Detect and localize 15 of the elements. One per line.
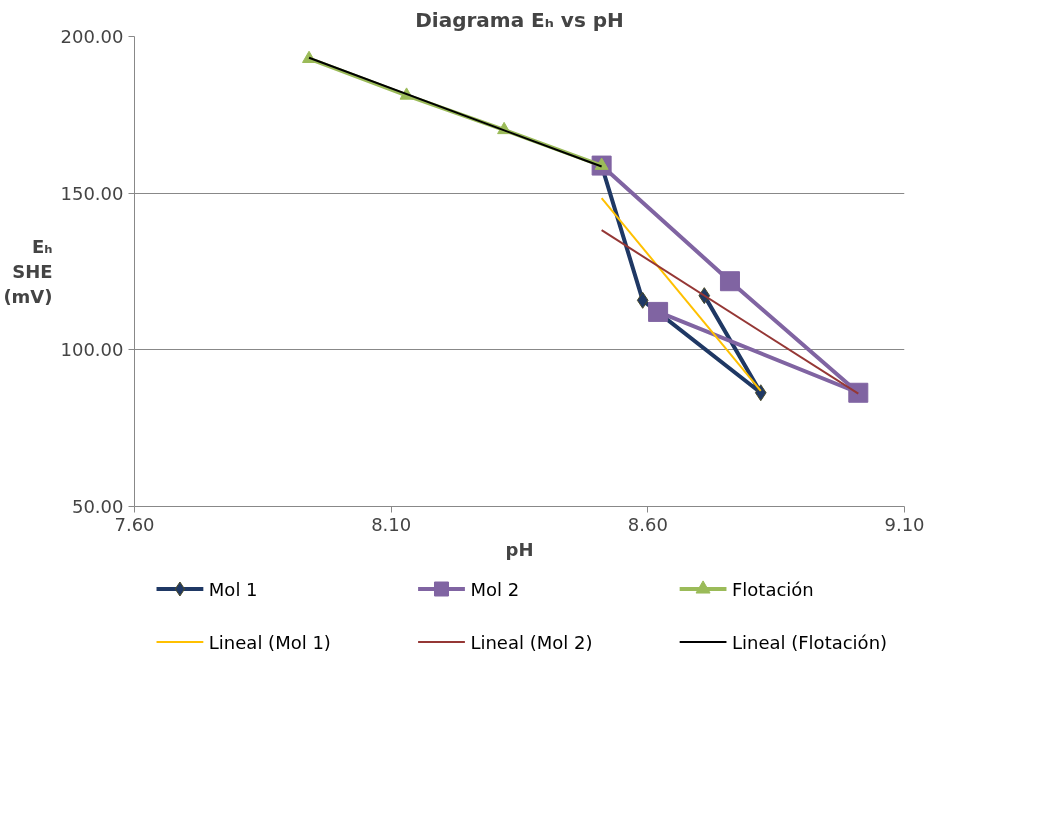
legend-label: Lineal (Flotación) xyxy=(731,631,888,653)
legend-label: Mol 2 xyxy=(470,578,520,600)
y-tick-label: 150.00 xyxy=(60,182,124,204)
y-tick-label: 100.00 xyxy=(60,339,124,361)
x-tick-label: 9.10 xyxy=(884,513,925,535)
y-axis-title: Eₕ SHE (mV) xyxy=(3,235,53,308)
x-tick-label: 8.60 xyxy=(627,513,668,535)
x-tick-label: 8.10 xyxy=(371,513,412,535)
x-axis-title: pH xyxy=(505,538,534,560)
legend-label: Lineal (Mol 2) xyxy=(470,631,593,653)
legend-label: Lineal (Mol 1) xyxy=(208,631,331,653)
y-tick-label: 200.00 xyxy=(60,26,124,47)
legend-label: Flotación xyxy=(731,578,814,600)
legend-label: Mol 1 xyxy=(208,578,258,600)
chart-title: Diagrama Eₕ vs pH xyxy=(415,7,624,32)
